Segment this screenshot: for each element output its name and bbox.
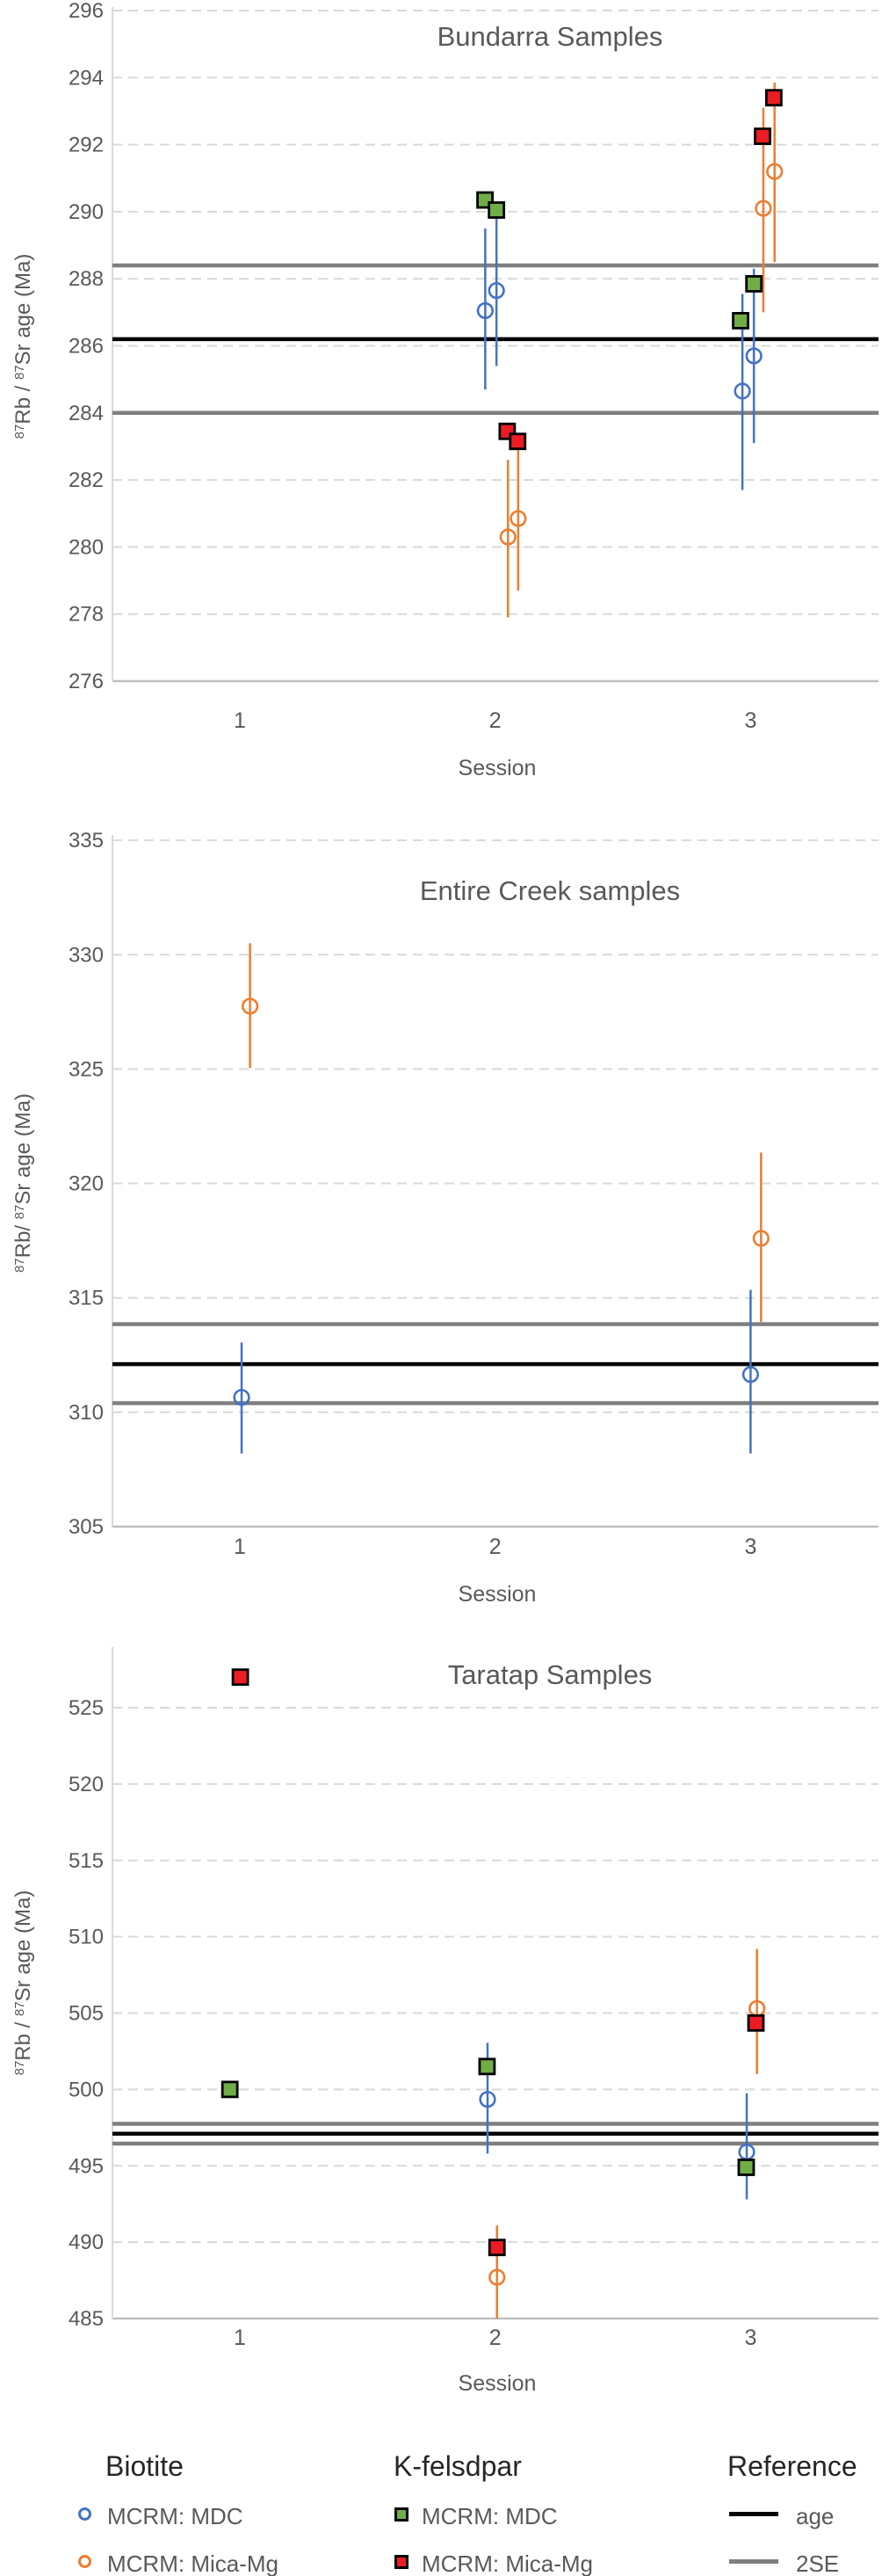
chart-title: Entire Creek samples bbox=[420, 875, 680, 906]
legend-item-biotite-micamg: MCRM: Mica-Mg bbox=[107, 2551, 278, 2576]
y-axis-tick-label: 292 bbox=[69, 134, 104, 157]
y-axis-tick-label: 510 bbox=[69, 1926, 104, 1949]
data-point-square bbox=[488, 2239, 506, 2257]
legend-kfeldspar-header: K-felsdpar bbox=[394, 2450, 522, 2482]
data-point-circle bbox=[479, 2091, 496, 2108]
legend-reference-header: Reference bbox=[727, 2450, 857, 2482]
y-axis-tick-label: 276 bbox=[69, 670, 104, 693]
data-point-square bbox=[488, 201, 506, 219]
data-point-circle bbox=[488, 2268, 506, 2286]
reference-age-line-icon bbox=[729, 2512, 778, 2516]
data-point-circle bbox=[734, 382, 751, 400]
y-axis-tick-label: 515 bbox=[69, 1849, 104, 1873]
y-axis-tick-label: 305 bbox=[69, 1515, 104, 1539]
y-axis-tick-label: 320 bbox=[69, 1172, 104, 1196]
reference-2se-line-icon bbox=[729, 2559, 778, 2564]
y-axis-title: 87Rb/ 87Sr age (Ma) bbox=[11, 1093, 35, 1273]
y-axis-tick-label: 325 bbox=[69, 1057, 104, 1081]
data-point-square bbox=[220, 2080, 239, 2099]
data-point-circle bbox=[755, 200, 772, 217]
y-axis-tick-label: 500 bbox=[69, 2078, 104, 2101]
x-axis-tick-label: 1 bbox=[234, 708, 246, 733]
y-axis-tick-label: 490 bbox=[69, 2231, 104, 2254]
kfeldspar-mdc-square-icon bbox=[394, 2507, 408, 2522]
x-axis-title: Session bbox=[459, 2371, 537, 2396]
data-point-circle bbox=[233, 1389, 250, 1406]
data-point-square bbox=[754, 127, 771, 145]
x-axis-tick-label: 1 bbox=[234, 1535, 246, 1559]
data-point-circle bbox=[741, 1366, 760, 1383]
y-axis-tick-label: 495 bbox=[69, 2154, 104, 2178]
y-axis-tick-label: 335 bbox=[69, 829, 104, 853]
chart-title: Bundarra Samples bbox=[437, 21, 663, 52]
x-axis-tick-label: 3 bbox=[744, 2326, 756, 2350]
x-axis-tick-label: 3 bbox=[744, 708, 756, 733]
data-point-circle bbox=[242, 998, 259, 1015]
data-point-square bbox=[745, 275, 763, 293]
chart-title: Taratap Samples bbox=[448, 1659, 653, 1690]
y-axis-tick-label: 282 bbox=[69, 468, 104, 492]
y-axis-title: 87Rb / 87Sr age (Ma) bbox=[11, 1890, 35, 2076]
data-point-square bbox=[509, 432, 527, 451]
legend-item-reference-age: age bbox=[796, 2503, 835, 2529]
y-axis-tick-label: 525 bbox=[69, 1696, 104, 1720]
x-axis-tick-label: 2 bbox=[489, 708, 502, 733]
x-axis-title: Session bbox=[459, 1582, 537, 1607]
y-axis-tick-label: 294 bbox=[69, 66, 104, 90]
x-axis-title: Session bbox=[459, 756, 537, 780]
biotite-mdc-circle-icon bbox=[78, 2507, 91, 2521]
data-point-square bbox=[764, 89, 783, 107]
legend-item-biotite-mdc: MCRM: MDC bbox=[107, 2503, 243, 2529]
y-axis-tick-label: 315 bbox=[69, 1287, 104, 1310]
y-axis-tick-label: 290 bbox=[69, 200, 104, 224]
legend-biotite-header: Biotite bbox=[105, 2450, 184, 2482]
legend-item-kfeldspar-mdc: MCRM: MDC bbox=[422, 2503, 558, 2529]
legend-item-reference-2se: 2SE bbox=[796, 2551, 840, 2576]
data-point-square bbox=[747, 2014, 765, 2032]
x-axis-tick-label: 3 bbox=[744, 1535, 756, 1559]
biotite-micamg-circle-icon bbox=[78, 2555, 91, 2568]
data-point-square bbox=[732, 311, 749, 330]
y-axis-tick-label: 310 bbox=[69, 1401, 104, 1425]
legend-item-kfeldspar-micamg: MCRM: Mica-Mg bbox=[422, 2551, 593, 2576]
y-axis-tick-label: 296 bbox=[69, 0, 104, 23]
y-axis-tick-label: 330 bbox=[69, 943, 104, 967]
data-point-square bbox=[231, 1668, 249, 1687]
data-point-circle bbox=[745, 347, 763, 365]
data-point-circle bbox=[488, 281, 505, 300]
data-point-circle bbox=[476, 301, 494, 320]
data-point-circle bbox=[766, 163, 784, 180]
data-point-circle bbox=[510, 510, 527, 527]
y-axis-tick-label: 286 bbox=[69, 335, 104, 359]
y-axis-tick-label: 520 bbox=[69, 1773, 104, 1796]
x-axis-tick-label: 2 bbox=[489, 1535, 502, 1559]
y-axis-tick-label: 288 bbox=[69, 267, 104, 291]
y-axis-tick-label: 485 bbox=[69, 2307, 104, 2331]
y-axis-tick-label: 278 bbox=[69, 603, 104, 627]
data-point-circle bbox=[499, 528, 517, 546]
y-axis-tick-label: 505 bbox=[69, 2002, 104, 2026]
y-axis-tick-label: 280 bbox=[69, 535, 104, 559]
x-axis-tick-label: 1 bbox=[234, 2326, 246, 2350]
y-axis-title: 87Rb / 87Sr age (Ma) bbox=[11, 254, 35, 439]
x-axis-tick-label: 2 bbox=[489, 2326, 502, 2350]
data-point-square bbox=[478, 2057, 496, 2076]
kfeldspar-micamg-square-icon bbox=[394, 2555, 408, 2569]
data-point-square bbox=[737, 2159, 755, 2176]
y-axis-tick-label: 284 bbox=[69, 402, 104, 425]
data-point-circle bbox=[752, 1230, 770, 1247]
